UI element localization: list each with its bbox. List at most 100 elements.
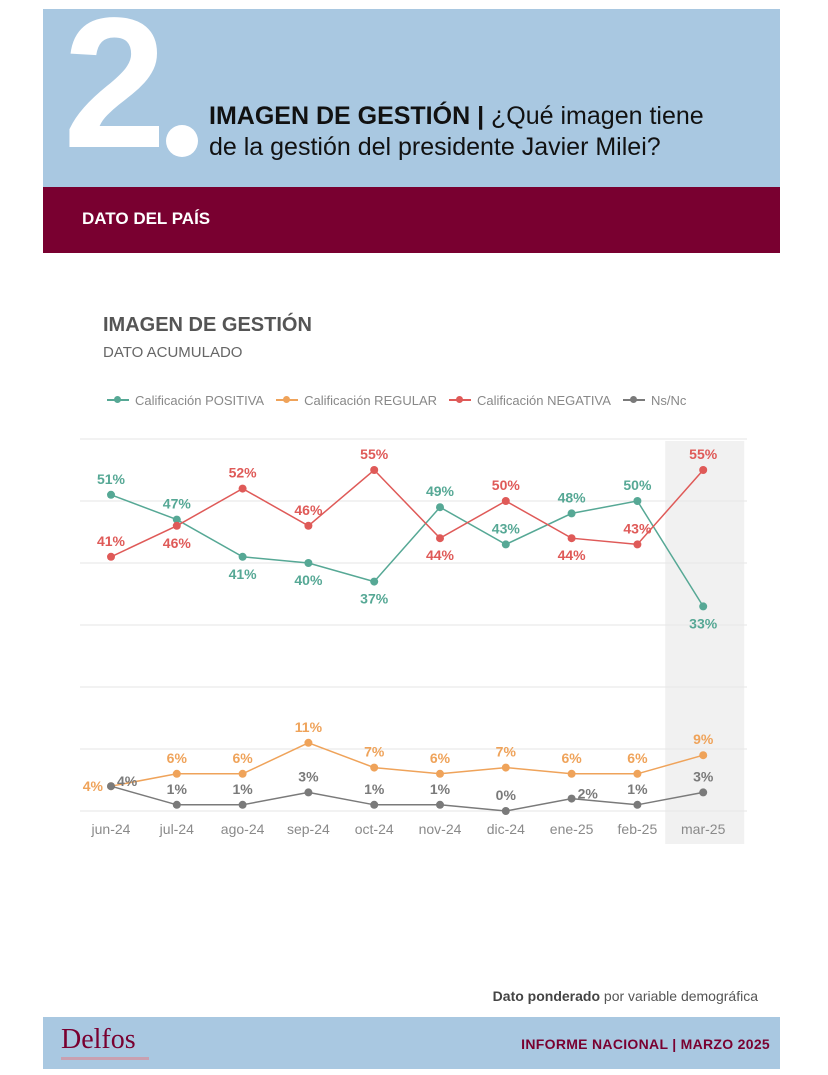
data-point-s3-jul-24 <box>172 800 181 809</box>
data-label-s0-oct-24: 37% <box>360 591 389 607</box>
data-label-s1-jul-24: 6% <box>167 750 188 766</box>
data-label-s3-feb-25: 1% <box>627 781 648 797</box>
data-point-s3-feb-25 <box>633 800 642 809</box>
data-point-s0-nov-24 <box>436 503 444 512</box>
data-label-s1-oct-24: 7% <box>364 744 385 760</box>
data-label-s0-jul-24: 47% <box>163 496 192 512</box>
data-point-s1-ene-25 <box>567 769 576 778</box>
x-tick-dic-24: dic-24 <box>487 821 525 837</box>
data-point-s0-jul-24 <box>172 515 181 524</box>
data-point-s1-mar-25 <box>699 751 708 760</box>
data-point-s1-oct-24 <box>370 763 379 772</box>
data-label-s3-dic-24: 0% <box>496 787 517 803</box>
data-point-s3-ago-24 <box>238 800 247 809</box>
data-point-s3-nov-24 <box>436 800 444 809</box>
data-label-s2-feb-25: 43% <box>623 520 652 536</box>
legend-label: Ns/Nc <box>650 392 687 408</box>
chart-title: IMAGEN DE GESTIÓN <box>103 314 312 336</box>
series-line-2 <box>110 468 704 558</box>
country-band: DATO DEL PAÍS <box>43 187 780 253</box>
page-footer: Delfos INFORME NACIONAL | MARZO 2025 <box>43 1017 780 1069</box>
data-point-s2-ago-24 <box>238 484 247 493</box>
footnote: Dato ponderado por variable demográfica <box>493 988 758 1004</box>
x-tick-nov-24: nov-24 <box>419 821 462 837</box>
legend-label: Calificación POSITIVA <box>135 392 265 408</box>
data-point-s3-jun-24 <box>107 782 115 791</box>
data-label-s3-ene-25: 2% <box>578 786 599 802</box>
data-label-s1-ago-24: 6% <box>232 750 253 766</box>
band-label: DATO DEL PAÍS <box>82 209 211 228</box>
data-label-s0-dic-24: 43% <box>492 520 521 536</box>
legend-marker-icon <box>622 394 645 406</box>
section-header: 2 IMAGEN DE GESTIÓN | ¿Qué imagen tiene … <box>43 9 780 187</box>
x-tick-jul-24: jul-24 <box>159 821 194 837</box>
data-point-s0-dic-24 <box>501 540 510 549</box>
section-number: 2 <box>63 9 166 187</box>
chart-legend: Calificación POSITIVA Calificación REGULA… <box>107 391 698 409</box>
data-point-s2-feb-25 <box>633 540 642 549</box>
data-label-s0-ene-25: 48% <box>558 489 587 505</box>
data-point-s2-oct-24 <box>370 466 379 474</box>
logo-tagline-mark <box>61 1057 149 1060</box>
data-point-s0-feb-25 <box>633 497 642 505</box>
data-label-s1-nov-24: 6% <box>430 750 451 766</box>
data-label-s3-jun-24: 4% <box>117 773 138 789</box>
data-point-s0-oct-24 <box>370 577 379 586</box>
data-point-s0-ene-25 <box>567 509 576 518</box>
data-label-s1-feb-25: 6% <box>627 750 648 766</box>
report-label: INFORME NACIONAL | MARZO 2025 <box>521 1036 770 1052</box>
section-title: IMAGEN DE GESTIÓN | ¿Qué imagen tiene de… <box>209 101 704 163</box>
data-label-s3-sep-24: 3% <box>298 768 319 784</box>
footnote-bold: Dato ponderado <box>492 988 601 1004</box>
data-point-s1-feb-25 <box>633 769 642 778</box>
x-tick-ene-25: ene-25 <box>550 821 594 837</box>
legend-marker-icon <box>449 394 472 406</box>
data-label-s3-ago-24: 1% <box>232 781 253 797</box>
data-label-s0-feb-25: 50% <box>623 477 652 493</box>
section-title-separator: | <box>470 102 492 130</box>
series-line-1 <box>110 741 704 787</box>
data-point-s2-mar-25 <box>699 466 708 474</box>
legend-item-2: Calificación NEGATIVA <box>449 391 611 409</box>
data-point-s2-dic-24 <box>501 497 510 505</box>
data-label-s2-mar-25: 55% <box>689 446 718 462</box>
data-label-s2-ene-25: 44% <box>558 547 587 563</box>
data-label-s2-oct-24: 55% <box>360 446 389 462</box>
data-point-s3-dic-24 <box>501 807 510 815</box>
data-point-s1-ago-24 <box>238 769 247 778</box>
data-label-s2-jun-24: 41% <box>97 533 126 549</box>
data-label-s3-jul-24: 1% <box>167 781 188 797</box>
data-point-s0-jun-24 <box>107 490 115 499</box>
data-point-s0-ago-24 <box>238 552 247 561</box>
data-point-s2-jul-24 <box>172 521 181 530</box>
data-label-s2-dic-24: 50% <box>492 477 521 493</box>
data-label-s1-mar-25: 9% <box>693 731 714 747</box>
data-label-s3-mar-25: 3% <box>693 768 714 784</box>
data-point-s2-jun-24 <box>107 552 115 561</box>
x-tick-jun-24: jun-24 <box>91 821 131 837</box>
data-label-s1-ene-25: 6% <box>561 750 582 766</box>
data-point-s1-dic-24 <box>501 763 510 772</box>
legend-label: Calificación NEGATIVA <box>477 392 611 408</box>
x-tick-sep-24: sep-24 <box>287 821 330 837</box>
data-point-s0-sep-24 <box>304 559 313 567</box>
data-point-s2-ene-25 <box>567 534 576 543</box>
legend-marker-icon <box>276 394 299 406</box>
data-point-s2-sep-24 <box>304 521 313 530</box>
legend-label: Calificación REGULAR <box>304 392 438 408</box>
data-label-s0-nov-24: 49% <box>426 483 455 499</box>
section-title-line2: de la gestión del presidente Javier Mile… <box>209 133 661 161</box>
legend-item-1: Calificación REGULAR <box>276 391 437 409</box>
data-point-s1-sep-24 <box>304 738 313 747</box>
data-label-s2-sep-24: 46% <box>294 502 323 518</box>
data-label-s1-jun-24: 4% <box>83 778 104 794</box>
x-tick-mar-25: mar-25 <box>681 821 726 837</box>
series-line-0 <box>110 494 704 607</box>
data-point-s2-nov-24 <box>436 534 444 543</box>
x-tick-ago-24: ago-24 <box>221 821 265 837</box>
section-title-question: ¿Qué imagen tiene <box>491 102 704 130</box>
footnote-rest: por variable demográfica <box>600 988 758 1004</box>
data-point-s3-ene-25 <box>567 794 576 803</box>
section-number-dot <box>166 125 198 157</box>
